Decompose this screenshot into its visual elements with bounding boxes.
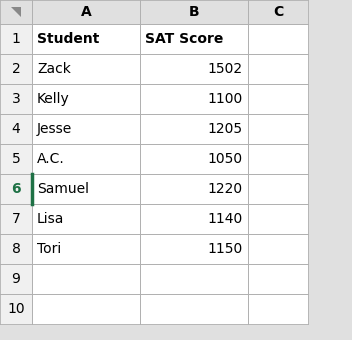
Bar	[248, 0, 308, 24]
Bar	[140, 204, 248, 234]
Bar	[0, 0, 32, 24]
Bar	[140, 264, 248, 294]
Text: 10: 10	[7, 302, 25, 316]
Bar	[140, 0, 248, 24]
Text: Zack: Zack	[37, 62, 71, 76]
Bar	[32, 294, 140, 324]
Text: SAT Score: SAT Score	[145, 32, 224, 46]
Bar	[248, 24, 308, 54]
Bar	[140, 234, 248, 264]
Text: 1205: 1205	[208, 122, 243, 136]
Bar	[0, 204, 32, 234]
Bar	[32, 234, 140, 264]
Text: Lisa: Lisa	[37, 212, 64, 226]
Bar	[0, 174, 32, 204]
Text: 1502: 1502	[208, 62, 243, 76]
Text: A.C.: A.C.	[37, 152, 65, 166]
Text: 7: 7	[12, 212, 20, 226]
Text: 1150: 1150	[208, 242, 243, 256]
Text: 5: 5	[12, 152, 20, 166]
Text: B: B	[189, 5, 199, 19]
Text: Tori: Tori	[37, 242, 61, 256]
Bar	[248, 114, 308, 144]
Bar	[248, 54, 308, 84]
Text: 1140: 1140	[208, 212, 243, 226]
Bar	[248, 234, 308, 264]
Bar	[0, 114, 32, 144]
Bar	[32, 24, 140, 54]
Text: Kelly: Kelly	[37, 92, 70, 106]
Bar	[140, 114, 248, 144]
Text: 9: 9	[12, 272, 20, 286]
Text: 4: 4	[12, 122, 20, 136]
Bar	[0, 264, 32, 294]
Bar	[140, 144, 248, 174]
Bar	[140, 54, 248, 84]
Bar	[248, 174, 308, 204]
Bar	[32, 0, 140, 24]
Bar	[140, 294, 248, 324]
Bar	[32, 144, 140, 174]
Bar	[32, 114, 140, 144]
Text: 1: 1	[12, 32, 20, 46]
Text: 6: 6	[11, 182, 21, 196]
Bar	[0, 24, 32, 54]
Bar	[140, 84, 248, 114]
Bar	[0, 84, 32, 114]
Bar	[248, 294, 308, 324]
Bar	[0, 54, 32, 84]
Text: 2: 2	[12, 62, 20, 76]
Bar	[32, 204, 140, 234]
Bar	[0, 234, 32, 264]
Text: Jesse: Jesse	[37, 122, 72, 136]
Text: Samuel: Samuel	[37, 182, 89, 196]
Polygon shape	[11, 7, 21, 17]
Text: 8: 8	[12, 242, 20, 256]
Bar	[0, 294, 32, 324]
Text: 1100: 1100	[208, 92, 243, 106]
Text: C: C	[273, 5, 283, 19]
Text: 1220: 1220	[208, 182, 243, 196]
Text: 3: 3	[12, 92, 20, 106]
Bar	[32, 84, 140, 114]
Bar	[140, 24, 248, 54]
Bar	[32, 264, 140, 294]
Bar	[0, 144, 32, 174]
Bar	[248, 144, 308, 174]
Bar	[248, 264, 308, 294]
Bar	[32, 174, 140, 204]
Text: 1050: 1050	[208, 152, 243, 166]
Text: A: A	[81, 5, 92, 19]
Bar	[248, 84, 308, 114]
Bar	[248, 204, 308, 234]
Text: Student: Student	[37, 32, 99, 46]
Bar	[140, 174, 248, 204]
Bar	[32, 54, 140, 84]
